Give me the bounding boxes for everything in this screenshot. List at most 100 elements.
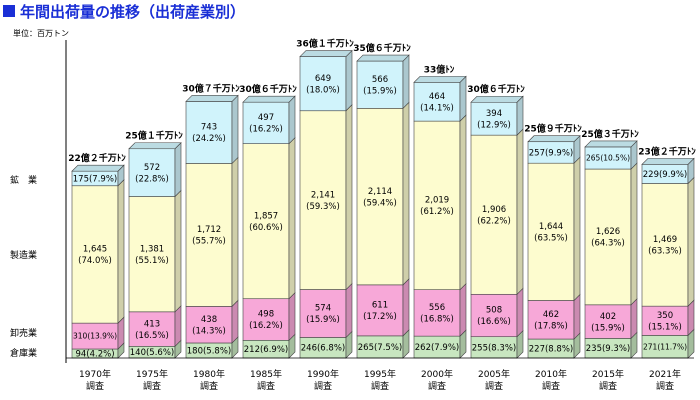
bar-top-face xyxy=(242,95,296,103)
bar-segment-side xyxy=(231,299,239,344)
data-label: 566 (15.9%) xyxy=(363,75,397,97)
bar-top-face xyxy=(470,95,524,103)
bar-stack: 246(6.8%) 574 (15.9%) 2,141 (59.3%) 649 (18.0%… xyxy=(296,38,354,359)
bar-stack: 255(8.3%) 508 (16.6%) 1,906 (62.2%) 394 (12.9%… xyxy=(467,83,525,359)
total-label: 36億１千万ﾄﾝ xyxy=(296,38,354,50)
title-square-icon xyxy=(3,5,15,17)
bar-stack: 265(7.5%) 611 (17.2%) 2,114 (59.4%) 566 (15.9%… xyxy=(353,42,411,359)
bar-segment-side xyxy=(687,176,695,307)
data-label: 271(11.7%) xyxy=(643,342,687,351)
bar-segment-side xyxy=(402,278,410,337)
bar-segment-side xyxy=(573,293,581,340)
bar-segment xyxy=(356,108,404,286)
x-tick-labels: 1970年調査 1975年調査 1980年調査 1985年調査 1990年調査 1995年… xyxy=(79,368,681,392)
data-label: 2,114 (59.4%) xyxy=(363,187,397,209)
bar-segment-side xyxy=(231,94,239,165)
data-label: 350 (15.1%) xyxy=(648,311,682,333)
bar-top-face xyxy=(584,140,638,148)
bar-segment xyxy=(413,120,461,290)
data-label: 229(9.9%) xyxy=(643,170,687,180)
bar-top-face xyxy=(527,135,581,143)
data-label: 1,644 (63.5%) xyxy=(534,222,568,244)
total-label: 30億６千万ﾄﾝ xyxy=(239,83,297,95)
bar-top-face xyxy=(641,158,695,165)
bar-stack: 180(5.8%) 438 (14.3%) 1,712 (55.7%) 743 (24.2%… xyxy=(182,82,240,359)
bar-stack: 140(5.6%) 413 (16.5%) 1,381 (55.1%) 572 (22.8%… xyxy=(125,130,183,359)
bar-segment-side xyxy=(231,156,239,308)
bar-segment-side xyxy=(345,104,353,291)
data-label: 572 (22.8%) xyxy=(135,163,169,185)
x-tick-label: 2021年調査 xyxy=(649,368,681,392)
data-label: 649 (18.0%) xyxy=(306,74,340,96)
x-tick-label: 2010年調査 xyxy=(535,368,567,392)
data-label: 438 (14.3%) xyxy=(192,315,226,337)
x-tick-label: 1985年調査 xyxy=(250,368,282,392)
total-label: 22億２千万ﾄﾝ xyxy=(68,152,126,164)
bar-segment-side xyxy=(516,95,524,136)
bar-segment-side xyxy=(174,142,182,198)
bar-segment xyxy=(641,183,689,307)
total-label: 33億ﾄﾝ xyxy=(424,63,455,75)
legend-group: 倉庫業 卸売業 製造業 鉱 業 xyxy=(10,174,37,359)
bar-segment xyxy=(128,196,176,313)
bar-stack: 212(6.9%) 498 (16.2%) 1,857 (60.6%) 497 (16.2%… xyxy=(239,83,297,359)
total-label: 25億１千万ﾄﾝ xyxy=(125,130,183,142)
bar-stack: 227(8.8%) 462 (17.8%) 1,644 (63.5%) 257(9.9%)… xyxy=(524,123,582,359)
bar-segment-side xyxy=(573,156,581,302)
bar-top-face xyxy=(356,54,410,62)
bar-segment xyxy=(299,289,347,338)
data-label: 1,469 (63.3%) xyxy=(648,235,682,257)
bar-segment-side xyxy=(516,287,524,338)
bar-stack: 94(4.2%) 310(13.9%) 1,645 (74.0%) 175(7.9%) 2… xyxy=(68,152,126,359)
series-label: 卸売業 xyxy=(10,327,37,339)
bar-segment xyxy=(242,298,290,341)
total-label: 30億６千万ﾄﾝ xyxy=(467,83,525,95)
bar-segment-side xyxy=(402,101,410,286)
data-label: 94(4.2%) xyxy=(75,349,114,359)
series-label: 倉庫業 xyxy=(10,347,37,359)
unit-label: 単位：百万トン xyxy=(13,28,69,38)
data-label: 498 (16.2%) xyxy=(249,310,283,332)
data-label: 394 (12.9%) xyxy=(477,109,511,131)
bar-segment-side xyxy=(288,291,296,342)
data-label: 227(8.8%) xyxy=(529,344,573,354)
x-tick-label: 2000年調査 xyxy=(421,368,453,392)
chart-title: 年間出荷量の推移（出荷産業別） xyxy=(20,3,245,21)
data-label: 743 (24.2%) xyxy=(192,123,226,145)
total-label: 23億２千万ﾄﾝ xyxy=(638,145,696,157)
data-label: 508 (16.6%) xyxy=(477,306,511,328)
bar-segment-side xyxy=(459,114,467,291)
data-label: 257(9.9%) xyxy=(529,148,573,158)
data-label: 2,019 (61.2%) xyxy=(420,196,454,218)
bar-stack: 235(9.3%) 402 (15.9%) 1,626 (64.3%) 265(10.5%… xyxy=(581,128,639,359)
data-label: 556 (16.8%) xyxy=(420,303,454,325)
bar-segment-side xyxy=(630,162,638,306)
bar-segment xyxy=(242,101,290,144)
bar-segment-side xyxy=(630,298,638,340)
data-label: 1,626 (64.3%) xyxy=(591,227,625,249)
x-tick-label: 1970年調査 xyxy=(79,368,111,392)
bar-segment-side xyxy=(459,282,467,337)
total-label: 30億７千万ﾄﾝ xyxy=(182,82,240,94)
data-label: 1,381 (55.1%) xyxy=(135,244,169,266)
bar-segment-side xyxy=(117,179,125,324)
bar-segment-side xyxy=(402,54,410,110)
bar-segment xyxy=(641,305,689,336)
data-label: 212(6.9%) xyxy=(244,345,288,355)
data-label: 310(13.9%) xyxy=(73,332,117,341)
bar-segment-side xyxy=(459,75,467,122)
data-label: 1,712 (55.7%) xyxy=(192,225,226,247)
bar-top-face xyxy=(299,50,353,57)
bar-segment xyxy=(71,185,119,324)
bar-segment-side xyxy=(516,128,524,296)
data-label: 265(7.5%) xyxy=(358,343,402,353)
bar-stack: 262(7.9%) 556 (16.8%) 2,019 (61.2%) 464 (14.1%… xyxy=(413,63,467,359)
data-label: 140(5.6%) xyxy=(130,348,174,358)
data-label: 262(7.9%) xyxy=(415,343,459,353)
data-label: 255(8.3%) xyxy=(472,343,516,353)
data-label: 175(7.9%) xyxy=(73,174,117,184)
bar-segment-side xyxy=(345,282,353,339)
bar-segment xyxy=(185,306,233,344)
bar-stack: 271(11.7%) 350 (15.1%) 1,469 (63.3%) 229(9.9%… xyxy=(638,145,696,359)
